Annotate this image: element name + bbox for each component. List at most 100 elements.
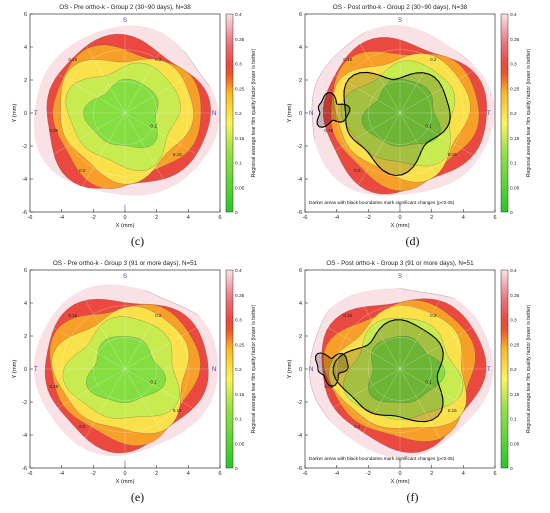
y-tick-label: 4 [24, 45, 27, 51]
x-tick-label: 4 [462, 471, 465, 477]
polar-grid [399, 368, 483, 417]
x-axis-label: X (mm) [391, 223, 410, 229]
colorbar-tick-label: 0.1 [235, 161, 242, 167]
contour-label: 0.15 [343, 57, 352, 62]
polar-grid [317, 368, 401, 417]
polar-grid [124, 112, 208, 161]
polar-grid [317, 112, 401, 161]
colorbar-tick-label: 0.05 [510, 441, 520, 447]
polar-grid [124, 30, 173, 114]
colorbar-tick-label: 0.3 [235, 318, 242, 324]
x-tick-label: 2 [155, 215, 158, 221]
colorbar-tick-label: 0.15 [510, 392, 520, 398]
colorbar [500, 13, 509, 213]
y-axis-label: Y (mm) [287, 359, 293, 378]
polar-grid [399, 321, 483, 370]
x-axis-label: X (mm) [391, 479, 410, 485]
chart-panel-e: OS - Pre ortho-k - Group 3 (91 or more d… [0, 256, 275, 512]
contour-label: 0.2 [155, 57, 162, 62]
contour-fill [361, 79, 441, 147]
x-tick-label: 0 [398, 471, 401, 477]
x-tick-label: -4 [334, 471, 339, 477]
colorbar-tick-label: 0.25 [510, 86, 520, 92]
x-tick-label: -6 [28, 471, 33, 477]
chart-panel-c: OS - Pre ortho-k - Group 2 (30~90 days),… [0, 0, 275, 256]
x-tick-label: -4 [59, 471, 64, 477]
x-tick-label: -2 [366, 215, 371, 221]
y-tick-label: 2 [299, 78, 302, 84]
orientation-top: S [398, 18, 402, 24]
contour-label: 0.2 [79, 168, 86, 173]
y-tick-label: 0 [24, 111, 27, 117]
y-tick-label: -6 [297, 210, 302, 216]
x-tick-label: 0 [398, 215, 401, 221]
x-tick-label: -6 [303, 215, 308, 221]
polar-grid [124, 112, 173, 196]
contour-label: 0.2 [430, 57, 437, 62]
x-tick-label: 2 [155, 471, 158, 477]
colorbar-tick-label: 0.35 [510, 37, 520, 43]
colorbar-tick-label: 0.05 [510, 185, 520, 191]
colorbar-label: Regional average tear film quality facto… [251, 304, 257, 433]
x-tick-label: 4 [187, 471, 190, 477]
polar-grid [124, 368, 173, 452]
significant-region [316, 92, 351, 128]
figure-caption-f: (f) [406, 490, 419, 504]
x-tick-label: 0 [123, 215, 126, 221]
orientation-right: T [487, 367, 491, 373]
polar-grid [77, 30, 126, 114]
y-tick-label: 6 [24, 12, 27, 18]
colorbar-tick-label: 0.1 [235, 417, 242, 423]
colorbar-tick-label: 0 [235, 466, 238, 472]
x-tick-label: 6 [493, 471, 496, 477]
contour-label: 0.15 [448, 152, 457, 157]
chart-panel-d: OS - Post ortho-k - Group 2 (30~90 days)… [275, 0, 550, 256]
figure-caption-d: (d) [405, 234, 420, 248]
y-tick-label: 0 [299, 111, 302, 117]
polar-grid [399, 30, 448, 114]
contour-label: 0.15 [173, 152, 182, 157]
chart-title: OS - Post ortho-k - Group 3 (91 or more … [326, 260, 474, 267]
significance-note: Darker areas with black boundaries mark … [309, 456, 455, 461]
colorbar-label: Regional average tear film quality facto… [526, 304, 532, 433]
contour-label: 0.1 [150, 123, 157, 128]
colorbar [225, 269, 234, 469]
y-tick-label: -4 [297, 177, 302, 183]
y-axis-label: Y (mm) [12, 359, 18, 378]
orientation-right: N [212, 111, 216, 117]
cornea-map [33, 284, 219, 457]
colorbar-tick-label: 0.15 [235, 392, 245, 398]
colorbar-tick-label: 0.2 [510, 111, 517, 117]
orientation-bottom: I [399, 461, 401, 467]
colorbar-tick-label: 0 [510, 466, 513, 472]
colorbar-tick-label: 0 [510, 210, 513, 216]
polar-grid [352, 288, 401, 370]
contour-label: 0.2 [354, 424, 361, 429]
x-tick-label: 6 [493, 215, 496, 221]
colorbar-tick-label: 0.05 [235, 441, 245, 447]
y-axis-label: Y (mm) [287, 103, 293, 122]
polar-grid [352, 30, 401, 114]
x-tick-label: -6 [28, 215, 33, 221]
orientation-left: T [34, 367, 38, 373]
colorbar-tick-label: 0.15 [235, 136, 245, 142]
chart-svg-d: OS - Post ortho-k - Group 2 (30~90 days)… [287, 4, 532, 229]
y-tick-label: 2 [24, 78, 27, 84]
colorbar-label: Regional average tear film quality facto… [251, 48, 257, 177]
colorbar-tick-label: 0.25 [510, 342, 520, 348]
chart-title: OS - Pre ortho-k - Group 3 (91 or more d… [53, 260, 198, 267]
colorbar-tick-label: 0.3 [510, 318, 517, 324]
colorbar-tick-label: 0 [235, 210, 238, 216]
polar-grid [124, 286, 173, 370]
orientation-top: S [123, 18, 127, 24]
polar-grid [42, 112, 126, 161]
orientation-bottom: I [399, 205, 401, 211]
colorbar-tick-label: 0.15 [510, 136, 520, 142]
colorbar-tick-label: 0.4 [510, 12, 517, 18]
x-axis-label: X (mm) [116, 223, 135, 229]
colorbar-tick-label: 0.3 [510, 62, 517, 68]
polar-grid [352, 368, 401, 452]
contour-label: 0.25 [49, 128, 58, 133]
contour-label: 0.1 [150, 379, 157, 384]
contour-label: 0.25 [49, 384, 58, 389]
